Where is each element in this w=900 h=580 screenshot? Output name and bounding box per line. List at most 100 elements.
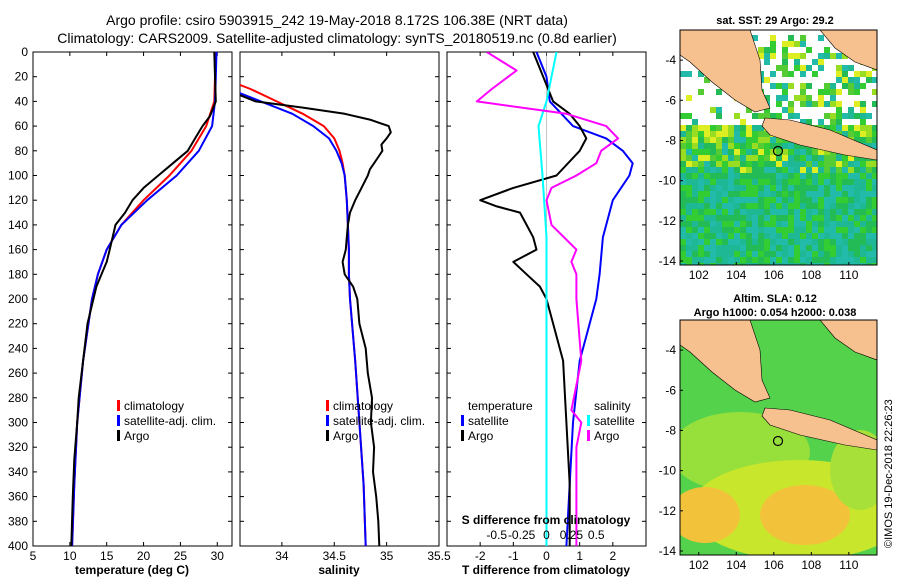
sst-cell [692,221,698,227]
sst-map-axes: 102 104 106 108 110 -4 -6 -8 -10 -12 -14 [659,53,859,282]
sst-cell [818,59,824,65]
sst-cell [806,257,812,263]
map-x-tick-label: 108 [801,268,821,282]
sst-cell [812,173,818,179]
sst-cell [704,197,710,203]
sst-cell [752,185,758,191]
sst-cell [776,161,782,167]
sst-cell [764,59,770,65]
sst-cell [710,197,716,203]
depth-axis: 0 20 40 60 80 100 120 140 160 180 200 220 240 260 280 3… [8,45,646,553]
series-line-argo [70,52,217,546]
sst-cell [830,209,836,215]
sst-cell [824,215,830,221]
sst-cell [686,149,692,155]
sst-cell [704,263,710,265]
sst-cell [710,179,716,185]
sst-cell [770,179,776,185]
s-tick-label: 0 [543,528,550,542]
sst-cell [848,233,854,239]
sst-cell [758,191,764,197]
legend-label-t-satellite: satellite [468,414,509,428]
sst-cell [842,263,848,265]
sst-cell [686,197,692,203]
sst-cell [716,257,722,263]
land-java [761,407,877,451]
sst-cell [806,185,812,191]
sst-cell [830,179,836,185]
sst-cell [764,77,770,83]
sst-cell [746,143,752,149]
sst-cell [698,89,704,95]
sst-cell [776,95,782,101]
sst-cell [788,257,794,263]
sst-cell [872,233,877,239]
salinity-legend: climatology satellite-adj. clim. Argo [326,399,425,443]
sst-cell [830,221,836,227]
sst-cell [824,167,830,173]
sst-cell [812,149,818,155]
sst-cell [758,113,764,119]
sst-cell [734,179,740,185]
sst-cell [782,161,788,167]
sst-cell [740,215,746,221]
sst-cell [710,155,716,161]
sst-cell [692,215,698,221]
x-tick-label: 2 [609,549,616,563]
sst-cell [788,143,794,149]
sst-cell [686,203,692,209]
sst-cell [716,239,722,245]
sst-cell [746,125,752,131]
sst-cell [770,155,776,161]
sst-cell [848,167,854,173]
sst-cell [734,221,740,227]
sst-cell [764,47,770,53]
sst-cell [722,161,728,167]
sst-cell [722,251,728,257]
sst-map-frame [679,29,878,266]
sst-cell [722,173,728,179]
legend-swatch-satellite-adj [117,415,120,426]
sst-cell [830,197,836,203]
sst-cell [704,239,710,245]
sst-cell [836,155,842,161]
sst-cell [746,257,752,263]
sst-cell [818,95,824,101]
sst-cell [794,263,800,265]
sst-cell [872,239,877,245]
sst-cell [758,47,764,53]
sst-cell [740,185,746,191]
sst-cell [704,149,710,155]
sst-cell [824,173,830,179]
sst-cell [854,227,860,233]
sst-cell [728,251,734,257]
sst-cell [716,137,722,143]
sst-cell [692,167,698,173]
temperature-legend: climatology satellite-adj. clim. Argo [117,399,216,443]
sst-cell [764,161,770,167]
sst-cell [698,125,704,131]
sst-cell [812,161,818,167]
sst-cell [770,113,776,119]
depth-tick-label: 260 [8,366,28,380]
sst-cell [740,155,746,161]
sst-cell [872,251,877,257]
sst-cell [686,131,692,137]
sst-cell [782,221,788,227]
sst-cell [710,209,716,215]
difference-legend: temperature satellite Argo salinity sate… [461,399,635,443]
sst-cell [728,203,734,209]
sst-cell [782,65,788,71]
sst-cell [818,173,824,179]
sst-cell [692,173,698,179]
sst-cell [722,125,728,131]
sst-cell [728,167,734,173]
sst-cell [758,215,764,221]
legend-swatch-s-satellite [587,415,590,426]
sst-cell [776,251,782,257]
sst-cell [680,239,686,245]
sst-cell [782,95,788,101]
sst-cell [848,83,854,89]
sst-cell [800,239,806,245]
sst-cell [794,221,800,227]
